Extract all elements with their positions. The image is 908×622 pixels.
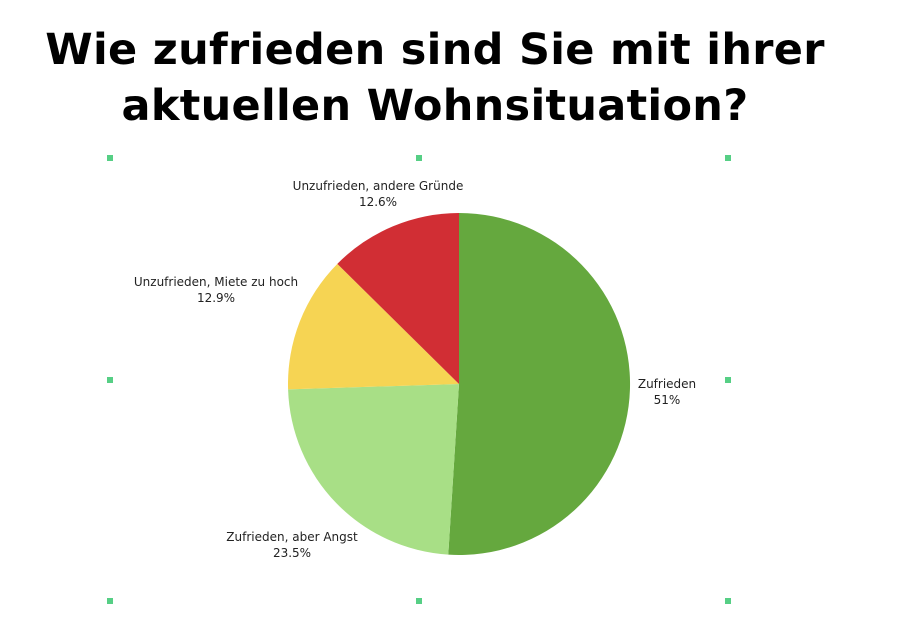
- slice-value-label-3: 12.6%: [359, 195, 397, 209]
- selection-handle-bottom-right[interactable]: [725, 598, 731, 604]
- selection-handle-middle-left[interactable]: [107, 377, 113, 383]
- selection-handle-top-center[interactable]: [416, 155, 422, 161]
- pie-slice-0[interactable]: [448, 212, 631, 555]
- selection-handle-bottom-left[interactable]: [107, 598, 113, 604]
- slice-label-1: Zufrieden, aber Angst: [226, 530, 358, 544]
- slice-label-2: Unzufrieden, Miete zu hoch: [134, 275, 298, 289]
- slice-value-label-2: 12.9%: [197, 291, 235, 305]
- slice-value-label-1: 23.5%: [273, 546, 311, 560]
- chart-title-line-1: Wie zufrieden sind Sie mit ihrer: [45, 25, 825, 75]
- pie-slice-2[interactable]: [287, 263, 459, 390]
- slice-value-label-0: 51%: [654, 393, 681, 407]
- selection-handle-top-left[interactable]: [107, 155, 113, 161]
- selection-handle-top-right[interactable]: [725, 155, 731, 161]
- selection-handle-middle-right[interactable]: [725, 377, 731, 383]
- chart-title: Wie zufrieden sind Sie mit ihrer aktuell…: [0, 22, 870, 134]
- slice-label-3: Unzufrieden, andere Gründe: [293, 179, 464, 193]
- slice-label-0: Zufrieden: [638, 377, 696, 391]
- pie-slice-3[interactable]: [337, 213, 459, 384]
- chart-title-line-2: aktuellen Wohnsituation?: [121, 81, 749, 131]
- pie-slice-1[interactable]: [288, 384, 459, 555]
- selection-handle-bottom-center[interactable]: [416, 598, 422, 604]
